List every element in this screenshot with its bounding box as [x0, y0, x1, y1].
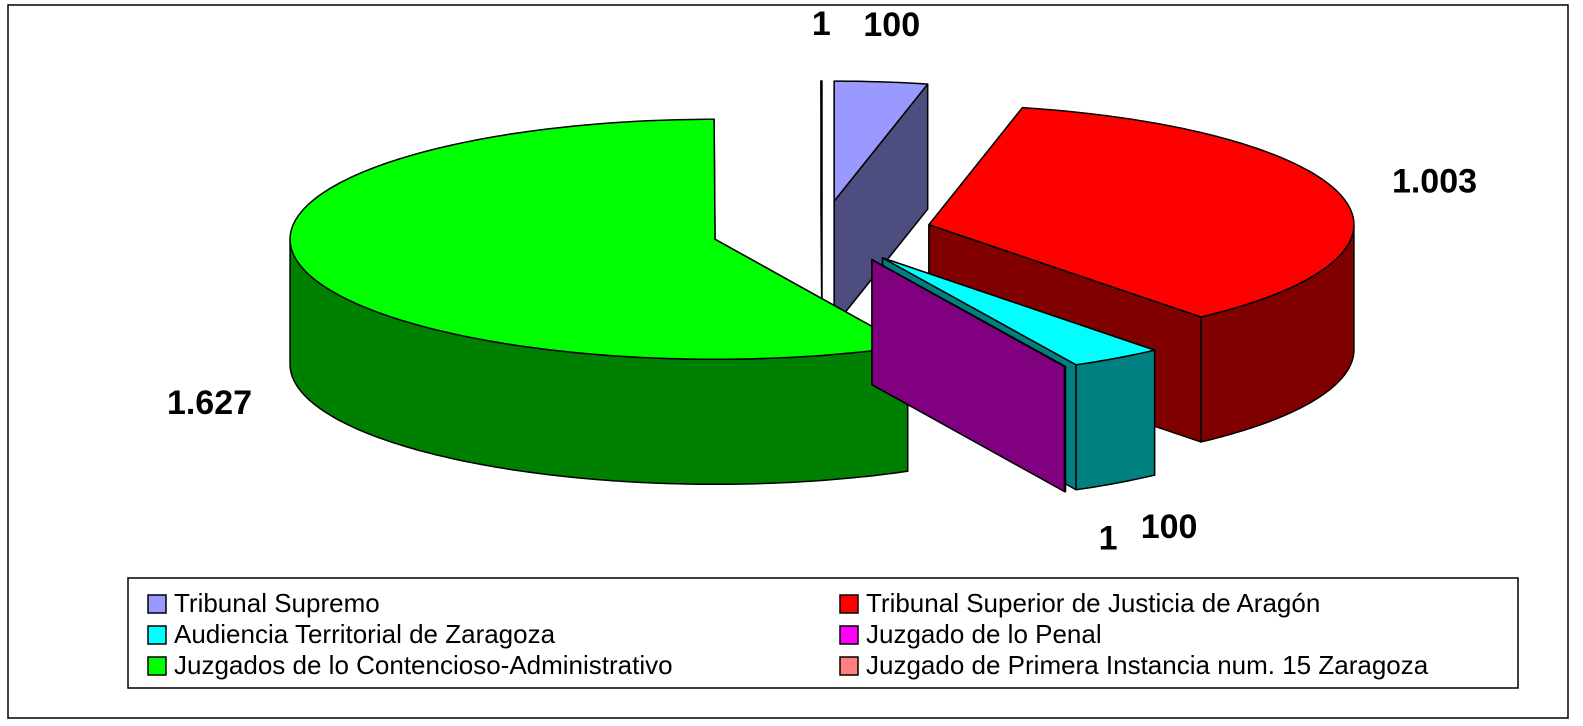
legend-label: Tribunal Supremo [174, 588, 380, 618]
data-label: 1 [812, 5, 831, 43]
slice [881, 257, 1156, 366]
slice [289, 118, 909, 361]
legend: Tribunal Supremo Tribunal Superior de Jus… [147, 588, 1429, 680]
legend-label: Juzgado de Primera Instancia num. 15 Zar… [866, 650, 1429, 680]
legend-label: Audiencia Territorial de Zaragoza [174, 619, 556, 649]
legend-swatch [839, 625, 859, 645]
legend-swatch [839, 594, 859, 614]
data-label: 1.627 [167, 384, 252, 422]
legend-swatch [839, 656, 859, 676]
legend-box [127, 577, 1519, 689]
legend-swatch [147, 594, 167, 614]
slice-wall [1063, 365, 1067, 493]
data-label: 1.003 [1392, 163, 1477, 201]
legend-swatch [147, 656, 167, 676]
slice [820, 80, 823, 202]
pie: 100 1.003 100 1 1.627 1 [167, 5, 1477, 558]
slice [871, 258, 1067, 368]
legend-label: Tribunal Superior de Justicia de Aragón [866, 588, 1320, 618]
data-label: 1 [1099, 520, 1118, 558]
slice-wall [1075, 349, 1156, 491]
slice [833, 80, 929, 202]
legend-swatch [147, 625, 167, 645]
legend-label: Juzgados de lo Contencioso-Administrativ… [174, 650, 673, 680]
slice [928, 106, 1355, 318]
legend-label: Juzgado de lo Penal [866, 619, 1102, 649]
data-label: 100 [1141, 508, 1198, 546]
data-label: 100 [863, 6, 920, 44]
